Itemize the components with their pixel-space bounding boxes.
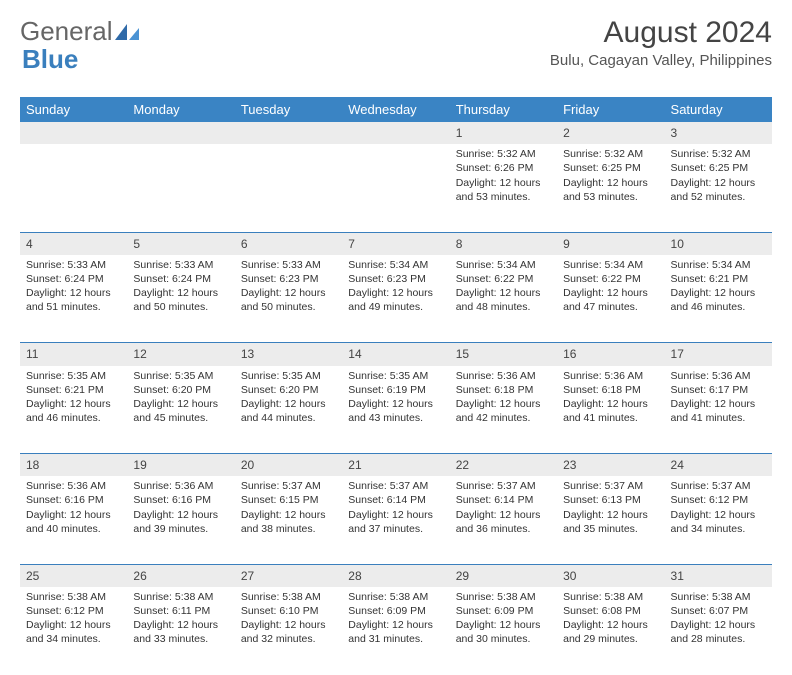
day-body-cell: Sunrise: 5:38 AMSunset: 6:11 PMDaylight:… — [127, 587, 234, 675]
day-number-cell: 5 — [127, 232, 234, 255]
day-number-cell: 14 — [342, 343, 449, 366]
day-header: Friday — [557, 97, 664, 122]
day-number-cell: 11 — [20, 343, 127, 366]
day-number-cell: 9 — [557, 232, 664, 255]
day-body-cell: Sunrise: 5:33 AMSunset: 6:23 PMDaylight:… — [235, 255, 342, 343]
day-number-cell: 28 — [342, 564, 449, 587]
day-number-cell: 6 — [235, 232, 342, 255]
day-body-cell: Sunrise: 5:36 AMSunset: 6:18 PMDaylight:… — [450, 366, 557, 454]
week-number-row: 18192021222324 — [20, 454, 772, 477]
day-body-cell: Sunrise: 5:35 AMSunset: 6:20 PMDaylight:… — [127, 366, 234, 454]
week-body-row: Sunrise: 5:38 AMSunset: 6:12 PMDaylight:… — [20, 587, 772, 675]
day-body-cell: Sunrise: 5:36 AMSunset: 6:16 PMDaylight:… — [127, 476, 234, 564]
day-number-cell: 21 — [342, 454, 449, 477]
day-body-cell: Sunrise: 5:38 AMSunset: 6:08 PMDaylight:… — [557, 587, 664, 675]
day-body-cell: Sunrise: 5:37 AMSunset: 6:15 PMDaylight:… — [235, 476, 342, 564]
day-number-cell: 15 — [450, 343, 557, 366]
day-body-cell — [127, 144, 234, 232]
title-block: August 2024 Bulu, Cagayan Valley, Philip… — [550, 16, 772, 69]
day-header: Monday — [127, 97, 234, 122]
day-number-cell: 1 — [450, 122, 557, 144]
day-body-cell: Sunrise: 5:35 AMSunset: 6:21 PMDaylight:… — [20, 366, 127, 454]
day-header: Tuesday — [235, 97, 342, 122]
day-body-cell: Sunrise: 5:36 AMSunset: 6:16 PMDaylight:… — [20, 476, 127, 564]
day-body-cell: Sunrise: 5:33 AMSunset: 6:24 PMDaylight:… — [127, 255, 234, 343]
day-number-cell: 19 — [127, 454, 234, 477]
month-title: August 2024 — [550, 16, 772, 50]
logo-line2: Blue — [22, 44, 78, 75]
day-number-cell: 8 — [450, 232, 557, 255]
day-body-cell — [342, 144, 449, 232]
week-number-row: 25262728293031 — [20, 564, 772, 587]
week-body-row: Sunrise: 5:35 AMSunset: 6:21 PMDaylight:… — [20, 366, 772, 454]
day-body-cell: Sunrise: 5:36 AMSunset: 6:17 PMDaylight:… — [665, 366, 772, 454]
day-body-cell: Sunrise: 5:38 AMSunset: 6:10 PMDaylight:… — [235, 587, 342, 675]
week-body-row: Sunrise: 5:33 AMSunset: 6:24 PMDaylight:… — [20, 255, 772, 343]
day-body-cell: Sunrise: 5:32 AMSunset: 6:25 PMDaylight:… — [557, 144, 664, 232]
day-body-cell: Sunrise: 5:37 AMSunset: 6:14 PMDaylight:… — [450, 476, 557, 564]
day-number-cell: 16 — [557, 343, 664, 366]
day-number-cell: 23 — [557, 454, 664, 477]
day-body-cell: Sunrise: 5:34 AMSunset: 6:22 PMDaylight:… — [557, 255, 664, 343]
day-number-cell — [127, 122, 234, 144]
week-body-row: Sunrise: 5:32 AMSunset: 6:26 PMDaylight:… — [20, 144, 772, 232]
week-number-row: 45678910 — [20, 232, 772, 255]
day-number-cell — [20, 122, 127, 144]
day-header: Wednesday — [342, 97, 449, 122]
day-number-cell: 4 — [20, 232, 127, 255]
day-body-cell: Sunrise: 5:38 AMSunset: 6:09 PMDaylight:… — [450, 587, 557, 675]
day-body-cell — [20, 144, 127, 232]
day-number-cell: 29 — [450, 564, 557, 587]
day-number-cell: 13 — [235, 343, 342, 366]
logo-sail-icon — [115, 22, 141, 42]
day-number-cell: 12 — [127, 343, 234, 366]
day-number-cell: 26 — [127, 564, 234, 587]
day-number-cell: 10 — [665, 232, 772, 255]
location-text: Bulu, Cagayan Valley, Philippines — [550, 52, 772, 69]
day-number-cell: 31 — [665, 564, 772, 587]
day-number-cell: 18 — [20, 454, 127, 477]
logo: General — [20, 16, 143, 47]
day-body-cell: Sunrise: 5:38 AMSunset: 6:12 PMDaylight:… — [20, 587, 127, 675]
day-header-row: SundayMondayTuesdayWednesdayThursdayFrid… — [20, 97, 772, 122]
day-number-cell: 30 — [557, 564, 664, 587]
day-body-cell: Sunrise: 5:33 AMSunset: 6:24 PMDaylight:… — [20, 255, 127, 343]
day-body-cell: Sunrise: 5:37 AMSunset: 6:13 PMDaylight:… — [557, 476, 664, 564]
day-body-cell: Sunrise: 5:35 AMSunset: 6:20 PMDaylight:… — [235, 366, 342, 454]
day-number-cell: 24 — [665, 454, 772, 477]
day-header: Sunday — [20, 97, 127, 122]
logo-text-blue: Blue — [22, 44, 78, 75]
day-number-cell: 22 — [450, 454, 557, 477]
week-number-row: 11121314151617 — [20, 343, 772, 366]
day-body-cell: Sunrise: 5:36 AMSunset: 6:18 PMDaylight:… — [557, 366, 664, 454]
day-body-cell: Sunrise: 5:32 AMSunset: 6:25 PMDaylight:… — [665, 144, 772, 232]
day-number-cell — [342, 122, 449, 144]
day-body-cell: Sunrise: 5:37 AMSunset: 6:14 PMDaylight:… — [342, 476, 449, 564]
week-number-row: 123 — [20, 122, 772, 144]
day-body-cell: Sunrise: 5:37 AMSunset: 6:12 PMDaylight:… — [665, 476, 772, 564]
calendar-body: 123 Sunrise: 5:32 AMSunset: 6:26 PMDayli… — [20, 122, 772, 675]
day-number-cell: 3 — [665, 122, 772, 144]
day-number-cell: 17 — [665, 343, 772, 366]
day-body-cell: Sunrise: 5:35 AMSunset: 6:19 PMDaylight:… — [342, 366, 449, 454]
day-body-cell — [235, 144, 342, 232]
day-number-cell: 7 — [342, 232, 449, 255]
day-header: Saturday — [665, 97, 772, 122]
day-body-cell: Sunrise: 5:38 AMSunset: 6:07 PMDaylight:… — [665, 587, 772, 675]
calendar-table: SundayMondayTuesdayWednesdayThursdayFrid… — [20, 97, 772, 675]
week-body-row: Sunrise: 5:36 AMSunset: 6:16 PMDaylight:… — [20, 476, 772, 564]
day-number-cell: 27 — [235, 564, 342, 587]
day-number-cell: 20 — [235, 454, 342, 477]
day-number-cell: 2 — [557, 122, 664, 144]
day-body-cell: Sunrise: 5:34 AMSunset: 6:22 PMDaylight:… — [450, 255, 557, 343]
logo-text-general: General — [20, 16, 113, 47]
day-body-cell: Sunrise: 5:34 AMSunset: 6:21 PMDaylight:… — [665, 255, 772, 343]
day-body-cell: Sunrise: 5:34 AMSunset: 6:23 PMDaylight:… — [342, 255, 449, 343]
day-number-cell — [235, 122, 342, 144]
page-header: General August 2024 Bulu, Cagayan Valley… — [20, 16, 772, 69]
day-header: Thursday — [450, 97, 557, 122]
day-number-cell: 25 — [20, 564, 127, 587]
day-body-cell: Sunrise: 5:38 AMSunset: 6:09 PMDaylight:… — [342, 587, 449, 675]
day-body-cell: Sunrise: 5:32 AMSunset: 6:26 PMDaylight:… — [450, 144, 557, 232]
